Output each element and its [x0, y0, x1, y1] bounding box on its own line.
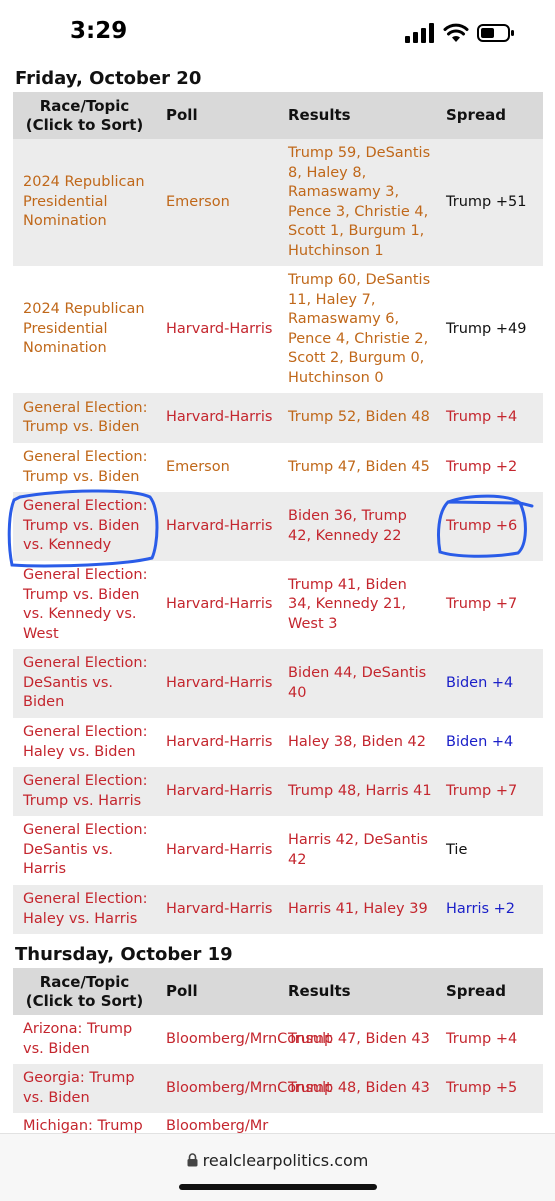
section-date-heading: Thursday, October 19: [15, 944, 233, 965]
results-cell: Biden 36, Trump 42, Kennedy 22: [278, 492, 436, 561]
column-header-race-label: Race/Topic: [39, 972, 130, 991]
table-row[interactable]: General Election: Haley vs. Biden Harvar…: [13, 718, 543, 767]
results-cell: Trump 52, Biden 48: [278, 393, 436, 443]
poll-link[interactable]: Harvard-Harris: [156, 492, 278, 561]
column-header-spread[interactable]: Spread: [436, 92, 543, 139]
status-icons: [405, 22, 515, 44]
lock-icon: [187, 1153, 198, 1167]
spread-cell: Trump +51: [436, 139, 543, 266]
spread-cell: Trump +4: [436, 393, 543, 443]
table-row[interactable]: 2024 Republican Presidential Nomination …: [13, 266, 543, 393]
table-row[interactable]: Arizona: Trump vs. Biden Bloomberg/MrnCo…: [13, 1015, 543, 1064]
spread-cell: Biden +4: [436, 649, 543, 718]
polls-table: Race/Topic (Click to Sort) Poll Results …: [13, 92, 543, 934]
table-row[interactable]: General Election: DeSantis vs. Harris Ha…: [13, 816, 543, 885]
race-link[interactable]: General Election: DeSantis vs. Harris: [13, 816, 156, 885]
table-header-row: Race/Topic (Click to Sort) Poll Results …: [13, 968, 543, 1015]
poll-link[interactable]: Emerson: [156, 443, 278, 492]
race-link[interactable]: General Election: Trump vs. Biden vs. Ke…: [13, 561, 156, 649]
results-cell: Trump 48, Biden 43: [278, 1064, 436, 1113]
table-row[interactable]: General Election: Trump vs. Harris Harva…: [13, 767, 543, 816]
spread-cell: Trump +2: [436, 443, 543, 492]
table-row[interactable]: Georgia: Trump vs. Biden Bloomberg/MrnCo…: [13, 1064, 543, 1113]
race-link[interactable]: 2024 Republican Presidential Nomination: [13, 266, 156, 393]
poll-content: Friday, October 20 Race/Topic (Click to …: [13, 62, 543, 1162]
table-header-row: Race/Topic (Click to Sort) Poll Results …: [13, 92, 543, 139]
race-link[interactable]: Arizona: Trump vs. Biden: [13, 1015, 156, 1064]
results-cell: Trump 60, DeSantis 11, Haley 7, Ramaswam…: [278, 266, 436, 393]
signal-icon: [405, 23, 434, 43]
column-header-race[interactable]: Race/Topic (Click to Sort): [13, 968, 156, 1015]
results-cell: Haley 38, Biden 42: [278, 718, 436, 767]
results-cell: Trump 48, Harris 41: [278, 767, 436, 816]
race-link[interactable]: 2024 Republican Presidential Nomination: [13, 139, 156, 266]
poll-link[interactable]: Harvard-Harris: [156, 816, 278, 885]
results-cell: Harris 42, DeSantis 42: [278, 816, 436, 885]
spread-cell: Trump +5: [436, 1064, 543, 1113]
poll-link[interactable]: Harvard-Harris: [156, 718, 278, 767]
url-text: realclearpolitics.com: [202, 1151, 369, 1170]
results-cell: Trump 47, Biden 43: [278, 1015, 436, 1064]
race-link[interactable]: General Election: Trump vs. Harris: [13, 767, 156, 816]
table-row[interactable]: General Election: Haley vs. Harris Harva…: [13, 885, 543, 934]
status-time: 3:29: [70, 18, 128, 44]
poll-link[interactable]: Emerson: [156, 139, 278, 266]
spread-cell: Trump +4: [436, 1015, 543, 1064]
race-link[interactable]: General Election: Trump vs. Biden vs. Ke…: [13, 492, 156, 561]
race-link[interactable]: General Election: Trump vs. Biden: [13, 393, 156, 443]
results-cell: Trump 59, DeSantis 8, Haley 8, Ramaswamy…: [278, 139, 436, 266]
poll-link[interactable]: Harvard-Harris: [156, 649, 278, 718]
battery-icon: [477, 24, 514, 42]
column-header-poll[interactable]: Poll: [156, 968, 278, 1015]
results-cell: Trump 47, Biden 45: [278, 443, 436, 492]
column-header-results[interactable]: Results: [278, 968, 436, 1015]
poll-link[interactable]: Harvard-Harris: [156, 561, 278, 649]
column-header-spread[interactable]: Spread: [436, 968, 543, 1015]
spread-cell: Trump +6: [436, 492, 543, 561]
table-row[interactable]: 2024 Republican Presidential Nomination …: [13, 139, 543, 266]
browser-bottom-bar: realclearpolitics.com: [0, 1133, 555, 1201]
race-link[interactable]: General Election: Trump vs. Biden: [13, 443, 156, 492]
poll-link[interactable]: Harvard-Harris: [156, 393, 278, 443]
results-cell: Trump 41, Biden 34, Kennedy 21, West 3: [278, 561, 436, 649]
table-row[interactable]: General Election: Trump vs. Biden vs. Ke…: [13, 561, 543, 649]
column-header-race-sort-hint: (Click to Sort): [25, 115, 144, 134]
results-cell: Biden 44, DeSantis 40: [278, 649, 436, 718]
spread-cell: Trump +49: [436, 266, 543, 393]
race-link[interactable]: General Election: Haley vs. Biden: [13, 718, 156, 767]
table-row[interactable]: General Election: Trump vs. Biden Emerso…: [13, 443, 543, 492]
spread-cell: Tie: [436, 816, 543, 885]
status-bar: 3:29: [0, 0, 555, 62]
spread-cell: Trump +7: [436, 561, 543, 649]
spread-cell: Trump +7: [436, 767, 543, 816]
poll-link[interactable]: Bloomberg/MrnConsult: [156, 1015, 332, 1064]
wifi-icon: [443, 23, 469, 42]
url-bar[interactable]: realclearpolitics.com: [0, 1151, 555, 1170]
home-indicator[interactable]: [179, 1184, 377, 1190]
poll-link[interactable]: Harvard-Harris: [156, 885, 278, 934]
spread-cell: Biden +4: [436, 718, 543, 767]
race-link[interactable]: General Election: DeSantis vs. Biden: [13, 649, 156, 718]
column-header-race-sort-hint: (Click to Sort): [25, 991, 144, 1010]
table-row[interactable]: General Election: DeSantis vs. Biden Har…: [13, 649, 543, 718]
poll-link[interactable]: Harvard-Harris: [156, 767, 278, 816]
column-header-race-label: Race/Topic: [39, 96, 130, 115]
column-header-results[interactable]: Results: [278, 92, 436, 139]
table-row[interactable]: General Election: Trump vs. Biden Harvar…: [13, 393, 543, 443]
column-header-poll[interactable]: Poll: [156, 92, 278, 139]
results-cell: Harris 41, Haley 39: [278, 885, 436, 934]
race-link[interactable]: Georgia: Trump vs. Biden: [13, 1064, 156, 1113]
table-row[interactable]: General Election: Trump vs. Biden vs. Ke…: [13, 492, 543, 561]
poll-link[interactable]: Harvard-Harris: [156, 266, 278, 393]
poll-link[interactable]: Bloomberg/MrnConsult: [156, 1064, 332, 1113]
spread-cell: Harris +2: [436, 885, 543, 934]
section-date-heading: Friday, October 20: [15, 68, 202, 89]
column-header-race[interactable]: Race/Topic (Click to Sort): [13, 92, 156, 139]
race-link[interactable]: General Election: Haley vs. Harris: [13, 885, 156, 934]
